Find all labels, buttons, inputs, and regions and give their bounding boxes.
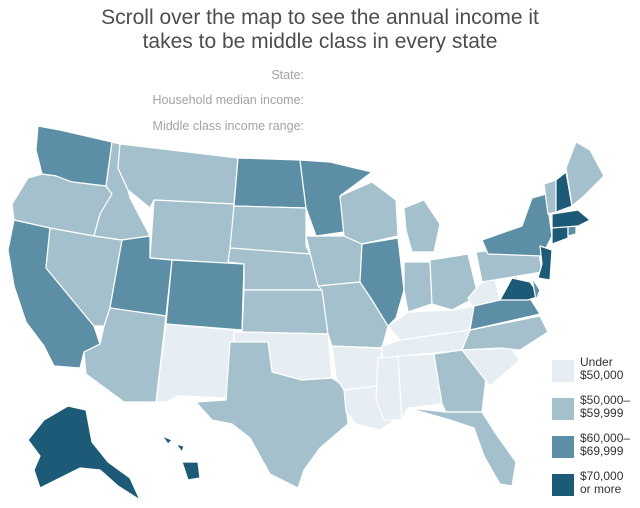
state-ak[interactable]: [27, 405, 141, 501]
legend-label-line-1: $60,000–: [580, 431, 631, 445]
state-de[interactable]: [531, 277, 541, 301]
legend-label-line-1: $50,000–: [580, 393, 631, 407]
state-in[interactable]: [403, 261, 433, 313]
legend-swatch: [552, 474, 574, 496]
state-fl[interactable]: [407, 407, 517, 487]
legend-label: Under $50,000: [580, 356, 640, 382]
legend-swatch: [552, 360, 574, 382]
state-wy[interactable]: [149, 199, 235, 265]
state-ks[interactable]: [241, 289, 329, 335]
state-ar[interactable]: [331, 345, 383, 391]
state-co[interactable]: [165, 259, 245, 331]
legend-label: $70,000 or more: [580, 470, 640, 496]
legend-label-line-2: $50,000: [580, 368, 624, 382]
state-al[interactable]: [397, 353, 443, 421]
state-sd[interactable]: [229, 205, 311, 255]
legend-item-60k-70k: $60,000– $69,999: [552, 432, 640, 466]
state-mi[interactable]: [403, 199, 441, 253]
legend-item-70k-plus: $70,000 or more: [552, 470, 640, 504]
state-nj[interactable]: [537, 245, 553, 281]
state-il[interactable]: [359, 237, 405, 327]
state-label: State:: [271, 68, 304, 82]
state-ny[interactable]: [481, 193, 553, 257]
legend-label-line-1: Under: [580, 355, 613, 369]
middle-class-income-range-label: Middle class income range:: [152, 119, 304, 133]
state-az[interactable]: [83, 307, 167, 403]
legend-item-under-50k: Under $50,000: [552, 356, 640, 390]
legend-label-line-1: $70,000: [580, 469, 624, 483]
state-tx[interactable]: [195, 341, 349, 489]
legend-label-line-2: or more: [580, 482, 622, 496]
household-median-income-label: Household median income:: [152, 93, 304, 107]
state-me[interactable]: [565, 141, 605, 207]
legend-label-line-2: $69,999: [580, 444, 624, 458]
map-title-line-1: Scroll over the map to see the annual in…: [101, 6, 539, 29]
legend-label: $50,000– $59,999: [580, 394, 640, 420]
state-mt[interactable]: [117, 143, 239, 209]
map-title-line-2: takes to be middle class in every state: [142, 30, 498, 53]
state-oh[interactable]: [429, 253, 479, 311]
legend-swatch: [552, 436, 574, 458]
state-nd[interactable]: [233, 157, 307, 209]
legend-label-line-2: $59,999: [580, 406, 624, 420]
legend-item-50k-60k: $50,000– $59,999: [552, 394, 640, 428]
state-ma[interactable]: [551, 209, 591, 229]
legend-swatch: [552, 398, 574, 420]
state-wi[interactable]: [339, 181, 399, 245]
state-nm[interactable]: [155, 323, 235, 403]
map-title: Scroll over the map to see the annual in…: [0, 6, 640, 54]
state-hi[interactable]: [161, 435, 201, 481]
state-nc[interactable]: [461, 315, 549, 351]
legend-label: $60,000– $69,999: [580, 432, 640, 458]
